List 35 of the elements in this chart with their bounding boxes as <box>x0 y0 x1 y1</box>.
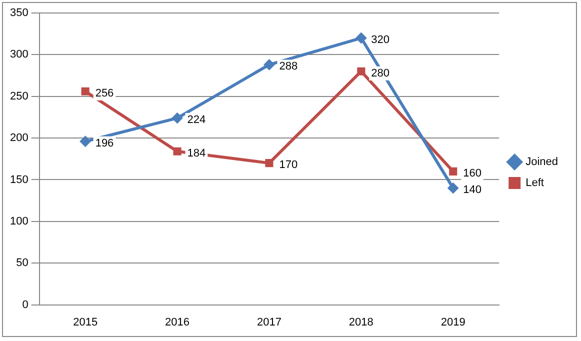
y-tick-label: 200 <box>10 132 28 144</box>
data-label: 224 <box>187 114 206 126</box>
legend-label: Left <box>526 177 544 190</box>
x-tick-label: 2016 <box>165 316 190 328</box>
legend-label: Joined <box>526 156 558 168</box>
data-label: 184 <box>187 147 206 160</box>
x-tick-label: 2015 <box>73 316 98 328</box>
point <box>448 182 459 194</box>
data-label: 320 <box>371 34 390 46</box>
point <box>172 112 183 124</box>
point <box>265 159 274 168</box>
x-tick-label: 2017 <box>256 316 282 328</box>
point <box>80 136 91 147</box>
point <box>81 87 90 96</box>
data-label: 256 <box>95 87 114 100</box>
data-label: 140 <box>463 184 482 196</box>
y-tick-label: 100 <box>10 215 28 228</box>
data-label: 160 <box>463 167 482 180</box>
y-tick-label: 350 <box>10 7 28 20</box>
y-tick-label: 300 <box>10 48 28 61</box>
point <box>264 59 275 70</box>
point <box>357 67 366 76</box>
data-label: 288 <box>279 60 298 73</box>
point <box>173 147 182 156</box>
y-tick-label: 0 <box>22 298 28 311</box>
y-tick-label: 150 <box>10 174 28 186</box>
y-tick-label: 50 <box>16 257 28 270</box>
data-label: 196 <box>95 137 114 150</box>
x-tick-label: 2019 <box>440 316 466 328</box>
data-label: 170 <box>279 159 298 172</box>
y-tick-label: 250 <box>10 90 28 102</box>
data-label: 280 <box>371 67 390 80</box>
x-tick-label: 2018 <box>348 316 374 328</box>
point <box>356 32 367 44</box>
point <box>449 167 458 176</box>
